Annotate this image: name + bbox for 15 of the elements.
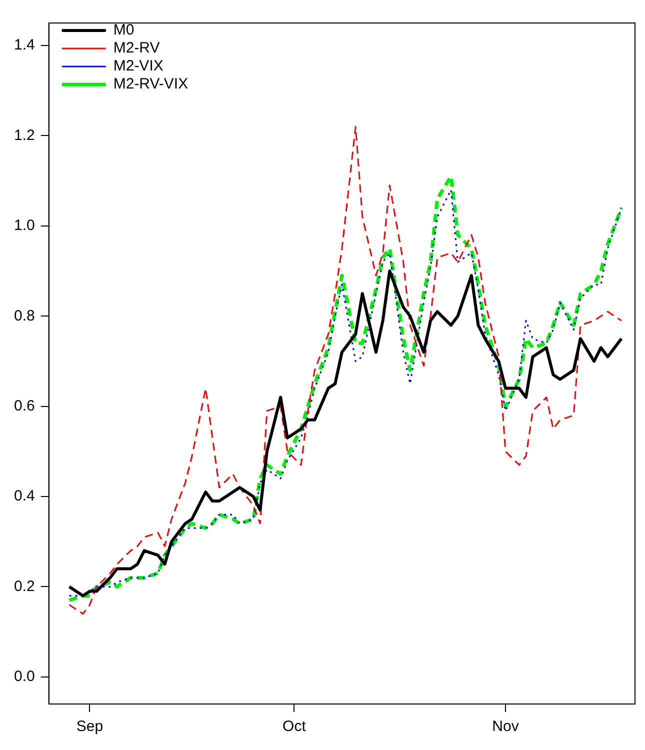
y-tick-label: 1.2: [14, 126, 35, 144]
legend-label: M2-RV-VIX: [113, 76, 188, 93]
y-tick-label: 1.4: [14, 36, 35, 54]
y-tick-label: 0.2: [14, 578, 35, 595]
x-tick-label: Sep: [76, 718, 104, 736]
legend-label: M0: [113, 22, 134, 39]
legend-label: M2-VIX: [113, 58, 164, 75]
y-tick-label: 0.8: [14, 307, 35, 324]
y-tick-label: 0.4: [14, 488, 35, 505]
y-tick-label: 1.0: [14, 217, 35, 234]
x-tick-label: Nov: [492, 718, 520, 736]
legend-label: M2-RV: [113, 40, 160, 57]
x-tick-label: Oct: [282, 718, 307, 736]
y-tick-label: 0.6: [14, 397, 35, 414]
y-tick-label: 0.0: [14, 668, 35, 686]
